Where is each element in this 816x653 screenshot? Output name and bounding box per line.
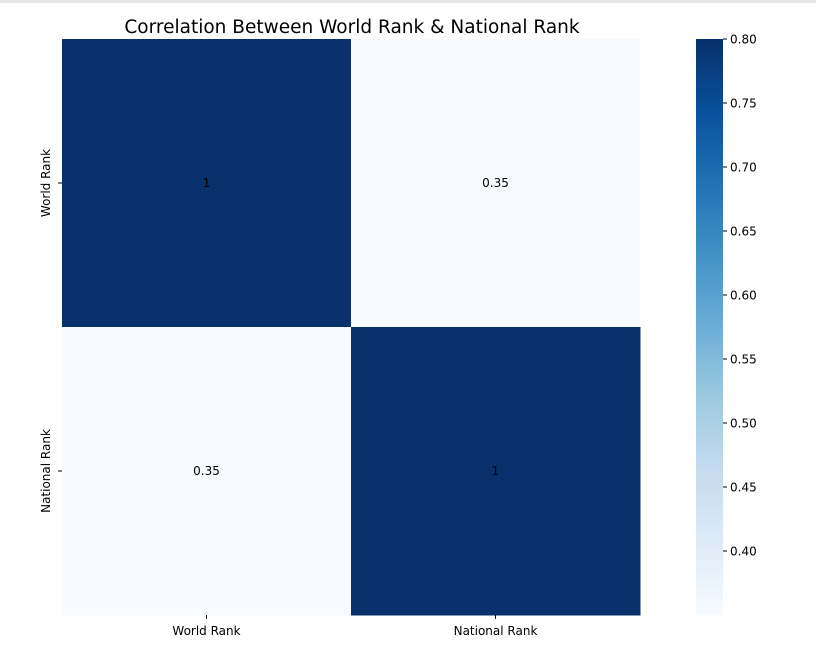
colorbar-tick-label: 0.75 [730,97,757,111]
cell-annotation: 1 [203,176,211,190]
top-border [0,0,816,3]
x-tick-label: National Rank [454,624,538,638]
y-tick-label: World Rank [39,149,53,217]
heatmap-cell [351,327,641,616]
colorbar-ticks: 0.40 0.45 0.50 0.55 0.60 0.65 0.70 0.75 0.80 [723,33,757,559]
x-tick-label: World Rank [172,624,240,638]
cell-annotation: 0.35 [482,176,509,190]
colorbar-tick-label: 0.60 [730,289,757,303]
chart-title: Correlation Between World Rank & Nationa… [124,17,580,38]
colorbar-tick-label: 0.70 [730,161,757,175]
colorbar-tick-label: 0.50 [730,417,757,431]
colorbar-tick-label: 0.40 [730,545,757,559]
colorbar-tick-label: 0.45 [730,481,757,495]
colorbar-tick-label: 0.80 [730,33,757,47]
cell-annotation: 0.35 [193,464,220,478]
colorbar-tick-label: 0.55 [730,353,757,367]
colorbar-tick-label: 0.65 [730,225,757,239]
heatmap-cell [62,327,352,616]
axes-layer: World Rank National Rank World Rank Nationa… [39,149,537,638]
y-tick-label: National Rank [39,429,53,513]
cells-layer [62,39,641,616]
heatmap-cell [351,39,641,328]
colorbar [696,39,723,615]
annotations-layer: 1 0.35 0.35 1 [193,176,509,478]
cell-annotation: 1 [492,464,500,478]
heatmap-cell [62,39,352,328]
